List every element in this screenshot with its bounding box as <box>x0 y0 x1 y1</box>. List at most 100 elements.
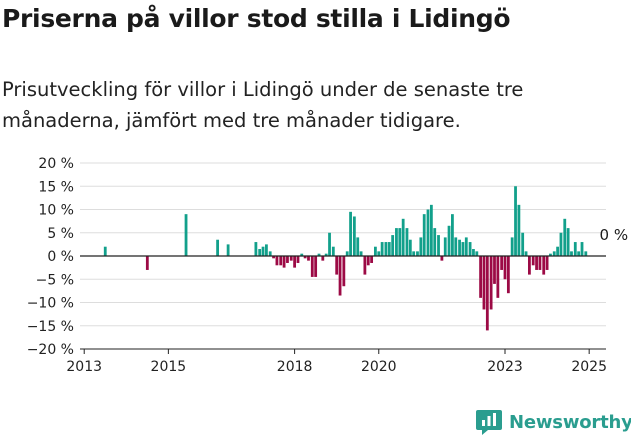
x-tick-label: 2020 <box>361 359 397 375</box>
bar <box>506 256 510 294</box>
grid-lines <box>80 162 606 350</box>
bar <box>563 218 567 256</box>
bar <box>461 242 465 256</box>
bar <box>528 256 531 275</box>
bar <box>359 251 363 256</box>
bar <box>447 225 451 256</box>
bar <box>380 242 384 256</box>
bar <box>426 209 430 256</box>
bar <box>500 256 504 270</box>
bar <box>412 251 416 256</box>
bar <box>475 251 479 256</box>
y-tick-label: −15 % <box>27 319 74 335</box>
bar <box>552 251 556 256</box>
bar <box>145 256 149 270</box>
bar <box>265 244 268 257</box>
bar <box>184 214 188 256</box>
bar <box>401 218 405 256</box>
newsworthy-brand: Newsworthy <box>475 406 631 438</box>
bar <box>485 256 489 331</box>
bar <box>370 256 374 263</box>
bar <box>387 242 391 256</box>
bar <box>454 237 458 256</box>
bar <box>468 242 472 256</box>
bar <box>584 251 588 256</box>
bar <box>279 256 283 266</box>
bar <box>103 246 107 256</box>
y-tick-label: 0 % <box>47 249 74 265</box>
bar <box>286 256 289 263</box>
bar <box>216 239 219 256</box>
bar <box>391 235 395 256</box>
y-tick-label: −10 % <box>27 296 74 312</box>
bar <box>282 256 286 268</box>
price-change-bar-chart: −20 % −15 % −10 % −5 % 0 % 5 % 10 % 15 % 20 % 20… <box>27 156 629 375</box>
bar <box>395 228 398 256</box>
bar <box>559 232 563 256</box>
bar <box>556 246 560 256</box>
y-tick-label: 20 % <box>38 156 74 172</box>
bar <box>458 239 461 256</box>
bar <box>510 237 514 256</box>
bar <box>479 256 482 298</box>
bar <box>535 256 538 270</box>
bar <box>496 256 500 298</box>
bar <box>549 253 552 256</box>
x-tick-label: 2015 <box>151 359 187 375</box>
bar <box>570 251 573 256</box>
annotations: 0 % <box>600 226 629 244</box>
bar <box>226 244 230 257</box>
bar <box>545 256 549 270</box>
bar <box>422 214 426 256</box>
bar <box>580 242 584 256</box>
bar <box>419 237 423 256</box>
bar <box>405 228 409 256</box>
bar <box>493 256 496 284</box>
brand-name: Newsworthy <box>509 411 631 433</box>
bar <box>328 232 331 256</box>
bar <box>398 228 402 256</box>
bar <box>268 251 272 256</box>
y-tick-label: 15 % <box>38 179 74 195</box>
bar <box>314 256 318 277</box>
bar <box>289 256 293 261</box>
bar <box>437 235 440 256</box>
bars <box>103 186 588 331</box>
bar <box>482 256 486 310</box>
bar <box>345 251 349 256</box>
bar <box>440 256 444 261</box>
bar <box>272 256 275 259</box>
bar <box>472 249 475 256</box>
bar <box>366 256 370 266</box>
bar <box>321 256 325 261</box>
latest-value-label: 0 % <box>600 226 629 244</box>
x-tick-label: 2025 <box>571 359 607 375</box>
bar <box>356 237 360 256</box>
bar <box>324 253 328 256</box>
bar <box>317 253 321 256</box>
bar <box>521 232 525 256</box>
bar <box>517 204 521 256</box>
bar <box>429 204 433 256</box>
x-axis: 2013 2015 2018 2020 2023 2025 <box>66 255 607 375</box>
y-tick-label: 10 % <box>38 203 74 219</box>
bar <box>342 256 346 287</box>
chart-subtitle: Prisutveckling för villor i Lidingö unde… <box>2 78 524 132</box>
bar <box>577 251 581 256</box>
y-tick-label: −5 % <box>36 272 74 288</box>
bar <box>377 251 381 256</box>
bar <box>335 256 339 275</box>
bar <box>443 237 447 256</box>
bar <box>254 242 258 256</box>
bar <box>566 228 570 256</box>
chart-title: Priserna på villor stod stilla i Lidingö <box>2 4 511 33</box>
bar <box>374 246 377 256</box>
bar <box>338 256 342 296</box>
bar <box>258 249 262 256</box>
bar <box>538 256 542 270</box>
newsworthy-chart-icon <box>476 410 502 435</box>
bar <box>296 256 300 263</box>
bar <box>464 237 468 256</box>
bar <box>293 256 297 268</box>
bar <box>261 246 265 256</box>
